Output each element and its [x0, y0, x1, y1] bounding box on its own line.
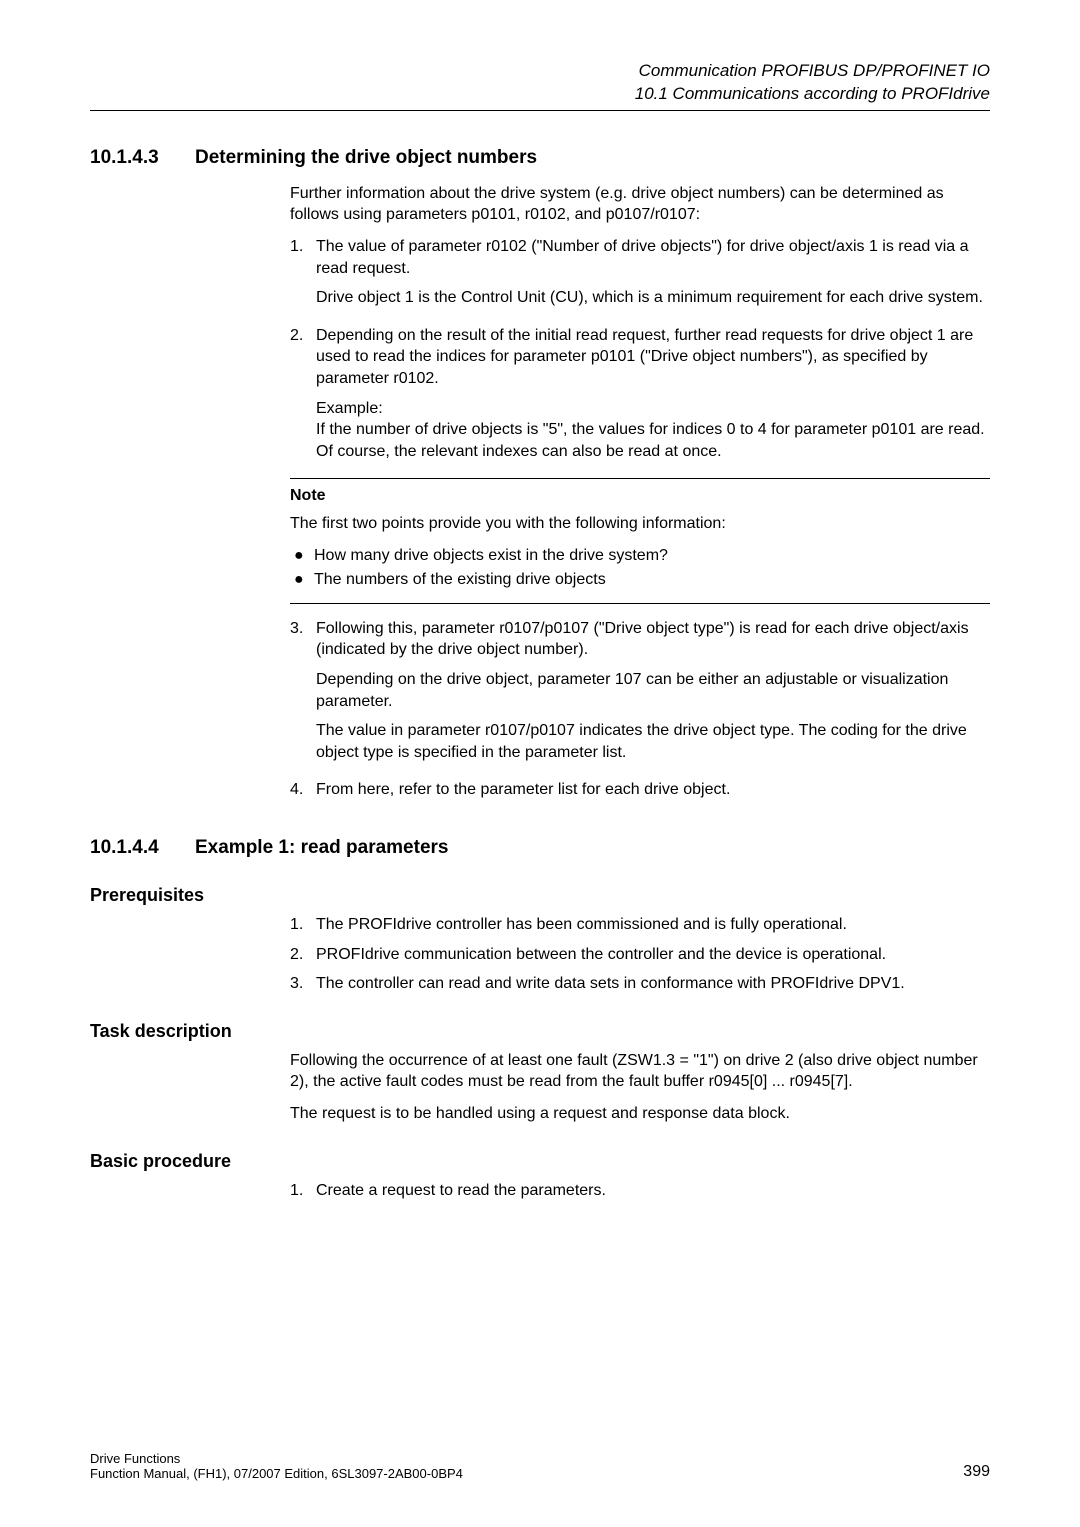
note-bullets: ● How many drive objects exist in the dr…	[290, 545, 990, 591]
list-text: Depending on the result of the initial r…	[316, 325, 990, 390]
list-text: Drive object 1 is the Control Unit (CU),…	[316, 287, 990, 309]
list-number: 2.	[290, 944, 316, 966]
section-number: 10.1.4.3	[90, 147, 195, 169]
page-footer: Drive Functions Function Manual, (FH1), …	[90, 1451, 990, 1481]
bullet-text: How many drive objects exist in the driv…	[314, 545, 668, 567]
section-10-1-4-4: 10.1.4.4 Example 1: read parameters Prer…	[90, 837, 990, 1201]
list-text: The controller can read and write data s…	[316, 973, 990, 995]
list-item: 2. Depending on the result of the initia…	[290, 325, 990, 471]
list-item: 2. PROFIdrive communication between the …	[290, 944, 990, 966]
list-text: From here, refer to the parameter list f…	[316, 779, 990, 801]
note-block: Note The first two points provide you wi…	[290, 485, 990, 590]
list-item: 3. Following this, parameter r0107/p0107…	[290, 618, 990, 772]
footer-line-1: Drive Functions	[90, 1451, 463, 1466]
bullet-item: ● How many drive objects exist in the dr…	[290, 545, 990, 567]
section-number: 10.1.4.4	[90, 837, 195, 859]
list-number: 4.	[290, 779, 316, 809]
example-text: If the number of drive objects is "5", t…	[316, 419, 990, 462]
bullet-icon: ●	[290, 569, 314, 591]
list-body: The value of parameter r0102 ("Number of…	[316, 236, 990, 317]
list-number: 1.	[290, 914, 316, 936]
note-rule-top	[290, 478, 990, 479]
list-number: 1.	[290, 236, 316, 317]
list-number: 3.	[290, 973, 316, 995]
list-item: 4. From here, refer to the parameter lis…	[290, 779, 990, 809]
list-number: 2.	[290, 325, 316, 471]
task-description-heading: Task description	[90, 1021, 990, 1042]
list-body: Following this, parameter r0107/p0107 ("…	[316, 618, 990, 772]
page-number: 399	[963, 1463, 990, 1481]
bullet-item: ● The numbers of the existing drive obje…	[290, 569, 990, 591]
list-item: 1. The PROFIdrive controller has been co…	[290, 914, 990, 936]
header-rule	[90, 110, 990, 111]
list-text: PROFIdrive communication between the con…	[316, 944, 990, 966]
bullet-text: The numbers of the existing drive object…	[314, 569, 606, 591]
intro-paragraph: Further information about the drive syst…	[290, 183, 990, 226]
header-line-1: Communication PROFIBUS DP/PROFINET IO	[90, 60, 990, 83]
running-header: Communication PROFIBUS DP/PROFINET IO 10…	[90, 60, 990, 106]
basic-procedure-content: 1. Create a request to read the paramete…	[290, 1180, 990, 1202]
header-line-2: 10.1 Communications according to PROFIdr…	[90, 83, 990, 106]
section-content: Further information about the drive syst…	[290, 183, 990, 809]
list-item: 1. The value of parameter r0102 ("Number…	[290, 236, 990, 317]
prerequisites-content: 1. The PROFIdrive controller has been co…	[290, 914, 990, 995]
list-number: 3.	[290, 618, 316, 772]
section-heading-row: 10.1.4.4 Example 1: read parameters	[90, 837, 990, 859]
task-paragraph: The request is to be handled using a req…	[290, 1103, 990, 1125]
list-text: The value in parameter r0107/p0107 indic…	[316, 720, 990, 763]
note-lead: The first two points provide you with th…	[290, 513, 990, 535]
example-label: Example:	[316, 398, 990, 420]
task-paragraph: Following the occurrence of at least one…	[290, 1050, 990, 1093]
task-description-content: Following the occurrence of at least one…	[290, 1050, 990, 1125]
list-item: 1. Create a request to read the paramete…	[290, 1180, 990, 1202]
note-rule-bottom	[290, 603, 990, 604]
prerequisites-heading: Prerequisites	[90, 885, 990, 906]
section-10-1-4-3: 10.1.4.3 Determining the drive object nu…	[90, 147, 990, 809]
list-body: Depending on the result of the initial r…	[316, 325, 990, 471]
footer-line-2: Function Manual, (FH1), 07/2007 Edition,…	[90, 1466, 463, 1481]
section-heading-row: 10.1.4.3 Determining the drive object nu…	[90, 147, 990, 169]
list-text: Following this, parameter r0107/p0107 ("…	[316, 618, 990, 661]
list-body: From here, refer to the parameter list f…	[316, 779, 990, 809]
section-title: Example 1: read parameters	[195, 837, 448, 859]
section-title: Determining the drive object numbers	[195, 147, 537, 169]
list-text: The PROFIdrive controller has been commi…	[316, 914, 990, 936]
list-item: 3. The controller can read and write dat…	[290, 973, 990, 995]
footer-left: Drive Functions Function Manual, (FH1), …	[90, 1451, 463, 1481]
page: Communication PROFIBUS DP/PROFINET IO 10…	[0, 0, 1080, 1527]
note-title: Note	[290, 485, 990, 507]
bullet-icon: ●	[290, 545, 314, 567]
list-number: 1.	[290, 1180, 316, 1202]
list-text: Depending on the drive object, parameter…	[316, 669, 990, 712]
list-text: Create a request to read the parameters.	[316, 1180, 990, 1202]
list-text: The value of parameter r0102 ("Number of…	[316, 236, 990, 279]
basic-procedure-heading: Basic procedure	[90, 1151, 990, 1172]
